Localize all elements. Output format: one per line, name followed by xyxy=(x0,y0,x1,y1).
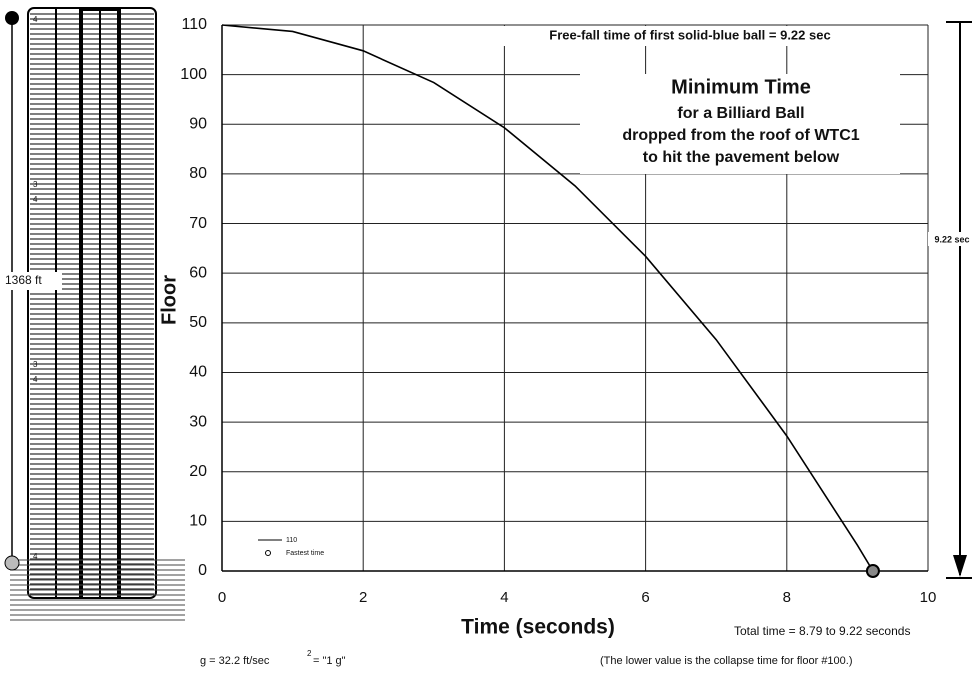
arrow-label-bg xyxy=(928,232,976,246)
y-tick-label: 70 xyxy=(189,215,207,232)
y-tick-label: 0 xyxy=(198,562,207,579)
floor-mark: 4 xyxy=(33,195,38,204)
y-tick-label: 40 xyxy=(189,364,207,381)
y-tick-label: 80 xyxy=(189,165,207,182)
title-bg xyxy=(580,74,900,174)
floor-mark: 4 xyxy=(33,15,38,24)
ball-top xyxy=(5,11,19,25)
ball-bottom xyxy=(4,555,20,571)
legend-bg xyxy=(228,530,318,562)
arrow-head xyxy=(953,555,967,577)
legend-marker xyxy=(265,550,271,556)
chart-title: Minimum Time xyxy=(671,76,811,98)
annotation-bg xyxy=(500,26,880,46)
height-label: 1368 ft xyxy=(5,273,42,287)
chart-subtitle: for a Billiard Ball xyxy=(677,105,804,122)
legend-label: Fastest time xyxy=(286,550,324,557)
building-drawing: 1368 ft 4 3 4 3 4 4 xyxy=(2,7,185,621)
y-tick-label: 50 xyxy=(189,314,207,331)
x-tick-label: 10 xyxy=(920,589,937,606)
height-label-bg xyxy=(2,272,62,290)
x-tick-label: 6 xyxy=(641,589,649,606)
y-tick-label: 90 xyxy=(189,115,207,132)
freefall-annotation: Free-fall time of first solid-blue ball … xyxy=(549,27,830,42)
floor-mark: 3 xyxy=(33,180,38,189)
chart-subtitle: dropped from the roof of WTC1 xyxy=(622,127,859,144)
curve xyxy=(221,24,874,572)
y-tick-label: 30 xyxy=(189,413,207,430)
floor-mark: 4 xyxy=(33,375,38,384)
legend-label: 110 xyxy=(286,537,297,544)
building-core xyxy=(81,9,119,599)
note: (The lower value is the collapse time fo… xyxy=(600,655,853,667)
x-tick-label: 2 xyxy=(359,589,367,606)
floor-mark: 3 xyxy=(33,360,38,369)
floor-mark: 4 xyxy=(33,552,38,561)
total-time: Total time = 8.79 to 9.22 seconds xyxy=(734,624,910,638)
gravity-exponent: 2 xyxy=(307,649,312,658)
y-tick-label: 110 xyxy=(181,16,207,33)
arrow-label: 9.22 sec xyxy=(934,234,969,244)
y-tick-label: 60 xyxy=(189,264,207,281)
y-tick-label: 100 xyxy=(180,66,207,83)
gravity-equiv: = "1 g" xyxy=(313,655,346,667)
chart-subtitle: to hit the pavement below xyxy=(643,149,840,166)
y-tick-label: 10 xyxy=(189,513,207,530)
x-tick-label: 4 xyxy=(500,589,508,606)
x-tick-label: 8 xyxy=(783,589,791,606)
y-tick-label: 20 xyxy=(189,463,207,480)
y-axis-title: Floor xyxy=(158,275,180,325)
gravity: g = 32.2 ft/sec xyxy=(200,655,270,667)
x-tick-label: 0 xyxy=(218,589,226,606)
fastest-time-marker xyxy=(865,564,880,578)
x-axis-title: Time (seconds) xyxy=(461,616,615,639)
